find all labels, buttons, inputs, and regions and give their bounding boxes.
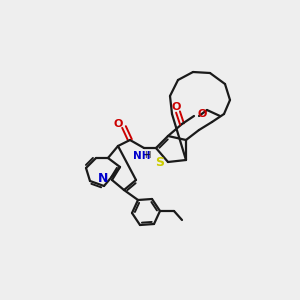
- Text: O: O: [197, 109, 207, 119]
- Text: O: O: [171, 102, 181, 112]
- Text: N: N: [98, 172, 108, 185]
- Text: NH: NH: [133, 151, 151, 161]
- Text: O: O: [113, 119, 123, 129]
- Text: S: S: [155, 155, 164, 169]
- Text: H: H: [144, 152, 150, 160]
